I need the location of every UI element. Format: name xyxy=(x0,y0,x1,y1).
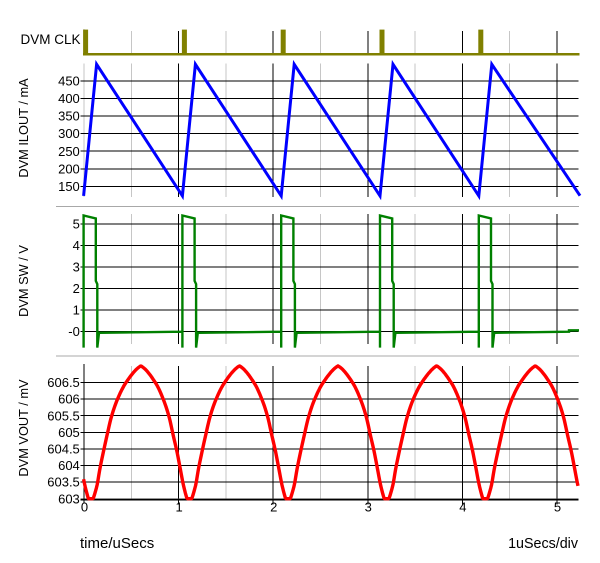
svg-text:350: 350 xyxy=(58,109,80,124)
svg-text:5: 5 xyxy=(554,500,561,515)
svg-text:250: 250 xyxy=(58,144,80,159)
svg-text:150: 150 xyxy=(58,179,80,194)
svg-text:3: 3 xyxy=(73,260,80,275)
svg-text:400: 400 xyxy=(58,91,80,106)
svg-text:450: 450 xyxy=(58,74,80,89)
svg-text:DVM VOUT / mV: DVM VOUT / mV xyxy=(16,379,31,477)
svg-text:2: 2 xyxy=(270,500,277,515)
svg-text:605.5: 605.5 xyxy=(47,408,80,423)
svg-text:200: 200 xyxy=(58,161,80,176)
svg-text:0: 0 xyxy=(81,500,88,515)
svg-text:DVM CLK: DVM CLK xyxy=(20,32,80,47)
svg-text:2: 2 xyxy=(73,281,80,296)
svg-text:604.5: 604.5 xyxy=(47,442,80,457)
svg-text:300: 300 xyxy=(58,126,80,141)
svg-text:DVM ILOUT / mA: DVM ILOUT / mA xyxy=(16,78,31,178)
svg-text:603.5: 603.5 xyxy=(47,475,80,490)
svg-text:603: 603 xyxy=(58,491,80,506)
svg-text:605: 605 xyxy=(58,425,80,440)
svg-text:604: 604 xyxy=(58,458,80,473)
svg-text:5: 5 xyxy=(73,217,80,232)
svg-text:-0: -0 xyxy=(68,324,80,339)
svg-text:4: 4 xyxy=(459,500,466,515)
svg-text:time/uSecs: time/uSecs xyxy=(80,535,154,552)
svg-text:606: 606 xyxy=(58,392,80,407)
svg-text:606.5: 606.5 xyxy=(47,375,80,390)
svg-text:1uSecs/div: 1uSecs/div xyxy=(508,536,579,552)
svg-text:1: 1 xyxy=(175,500,182,515)
svg-text:3: 3 xyxy=(365,500,372,515)
svg-text:4: 4 xyxy=(73,238,80,253)
svg-text:1: 1 xyxy=(73,303,80,318)
svg-text:DVM SW / V: DVM SW / V xyxy=(16,245,31,317)
